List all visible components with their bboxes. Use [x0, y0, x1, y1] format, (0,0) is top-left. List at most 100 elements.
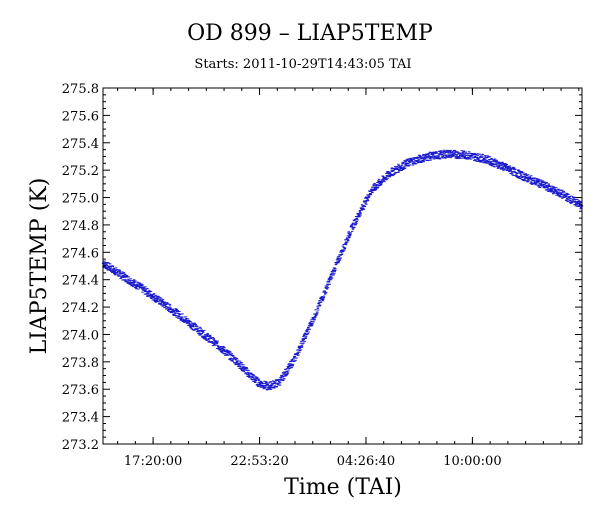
data-point [145, 291, 148, 293]
data-point [432, 154, 435, 156]
data-point [135, 288, 138, 290]
data-point [298, 351, 301, 353]
data-point [479, 161, 482, 163]
data-point [114, 269, 118, 271]
data-point [362, 205, 365, 207]
data-point [309, 324, 313, 326]
data-point [313, 316, 317, 318]
data-point [337, 256, 341, 258]
data-point [551, 190, 555, 192]
data-point [540, 181, 543, 183]
data-point [397, 165, 401, 167]
data-point [183, 320, 187, 322]
data-point [561, 196, 565, 198]
data-point [161, 304, 164, 306]
data-point [307, 326, 310, 328]
data-point [249, 378, 253, 380]
data-point [518, 170, 521, 172]
data-point [134, 286, 138, 288]
data-point [327, 281, 331, 283]
data-point [125, 274, 128, 276]
data-point [305, 331, 309, 333]
data-point [448, 150, 451, 152]
data-point [195, 331, 199, 333]
data-point [390, 168, 393, 170]
data-point [496, 162, 499, 164]
data-point [105, 263, 108, 265]
data-point [135, 283, 138, 285]
data-point [469, 158, 473, 160]
data-point [137, 288, 140, 290]
data-point [372, 188, 376, 190]
data-point [515, 174, 518, 176]
data-point [256, 383, 259, 385]
data-point [120, 275, 123, 277]
data-point [236, 363, 240, 365]
data-point [269, 385, 273, 387]
data-point [120, 273, 124, 275]
data-point [440, 157, 443, 159]
data-point [117, 275, 120, 277]
data-point [404, 164, 408, 166]
data-point [322, 296, 326, 298]
data-point [447, 154, 451, 156]
data-point [320, 296, 324, 298]
data-point [132, 283, 136, 285]
data-point [456, 151, 459, 153]
data-point [400, 170, 403, 172]
data-point [228, 358, 231, 360]
data-point [128, 280, 131, 282]
data-point [480, 156, 483, 158]
data-point [342, 246, 346, 248]
data-point [565, 192, 568, 194]
data-point [216, 340, 219, 342]
data-point [191, 324, 195, 326]
data-point [406, 165, 409, 167]
data-point [208, 336, 212, 338]
data-point [143, 291, 147, 293]
data-point [378, 182, 382, 184]
data-point [262, 388, 265, 390]
data-point [516, 172, 519, 174]
data-point [250, 376, 253, 378]
data-point [355, 221, 358, 223]
data-point [307, 325, 311, 327]
data-point [537, 178, 541, 180]
data-point [406, 158, 409, 160]
data-point [284, 375, 288, 377]
data-point [530, 182, 533, 184]
data-point [251, 378, 254, 380]
data-point [426, 160, 429, 162]
data-point [281, 376, 284, 378]
data-point [530, 175, 533, 177]
data-point [355, 217, 359, 219]
data-point [202, 332, 205, 334]
data-point [206, 333, 209, 335]
data-point [193, 329, 196, 331]
data-point [119, 273, 122, 275]
data-point [269, 381, 272, 383]
data-point [526, 180, 529, 182]
data-point [133, 285, 137, 287]
data-point [337, 261, 341, 263]
data-point [553, 187, 556, 189]
data-point [552, 192, 555, 194]
data-point [560, 192, 563, 194]
data-point [353, 219, 356, 221]
data-point [351, 228, 355, 230]
y-tick-label: 275.2 [62, 164, 99, 179]
data-point [391, 175, 394, 177]
data-point [378, 178, 381, 180]
data-point [139, 285, 142, 287]
data-point [240, 369, 243, 371]
data-point [220, 350, 223, 352]
data-point [537, 185, 540, 187]
data-point [336, 261, 339, 263]
data-point [157, 296, 160, 298]
data-point [195, 329, 198, 331]
data-point [578, 204, 582, 206]
data-point [295, 357, 298, 359]
y-tick-label: 273.4 [62, 411, 99, 426]
data-point [187, 324, 191, 326]
data-point [326, 281, 329, 283]
